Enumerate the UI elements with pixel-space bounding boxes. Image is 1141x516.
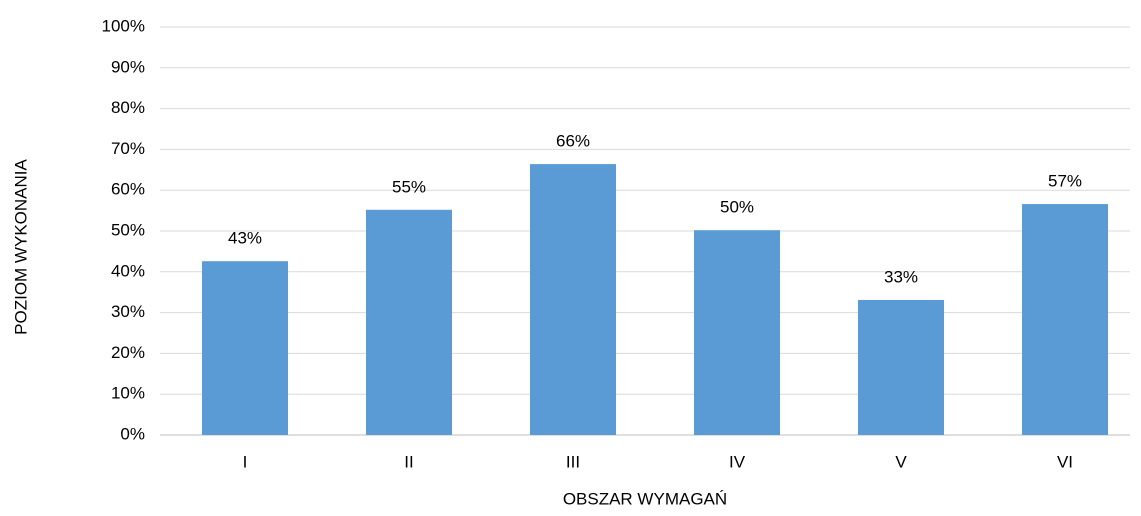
y-tick-label: 100% (102, 16, 145, 35)
y-tick-label: 40% (111, 261, 145, 280)
value-label: 50% (720, 198, 754, 217)
x-axis-title: OBSZAR WYMAGAŃ (563, 489, 727, 508)
value-label: 66% (556, 132, 590, 151)
value-label: 55% (392, 177, 426, 196)
bar (202, 261, 288, 435)
y-tick-label: 0% (120, 424, 145, 443)
bar (858, 299, 944, 435)
bar (366, 209, 452, 435)
value-label: 33% (884, 267, 918, 286)
y-axis-title: POZIOM WYKONANIA (11, 159, 30, 335)
y-tick-label: 20% (111, 343, 145, 362)
bar (694, 230, 780, 435)
y-tick-label: 70% (111, 139, 145, 158)
y-tick-label: 60% (111, 180, 145, 199)
y-tick-label: 90% (111, 57, 145, 76)
x-tick-label: V (895, 452, 907, 471)
y-tick-label: 30% (111, 302, 145, 321)
x-tick-label: I (243, 452, 248, 471)
bar (530, 164, 616, 435)
value-label: 57% (1048, 172, 1082, 191)
value-label: 43% (228, 229, 262, 248)
y-tick-label: 80% (111, 98, 145, 117)
x-tick-label: III (566, 452, 580, 471)
x-tick-label: VI (1057, 452, 1073, 471)
y-tick-label: 10% (111, 384, 145, 403)
y-tick-label: 50% (111, 220, 145, 239)
x-tick-label: II (404, 452, 413, 471)
x-tick-label: IV (729, 452, 746, 471)
bar (1022, 204, 1108, 435)
